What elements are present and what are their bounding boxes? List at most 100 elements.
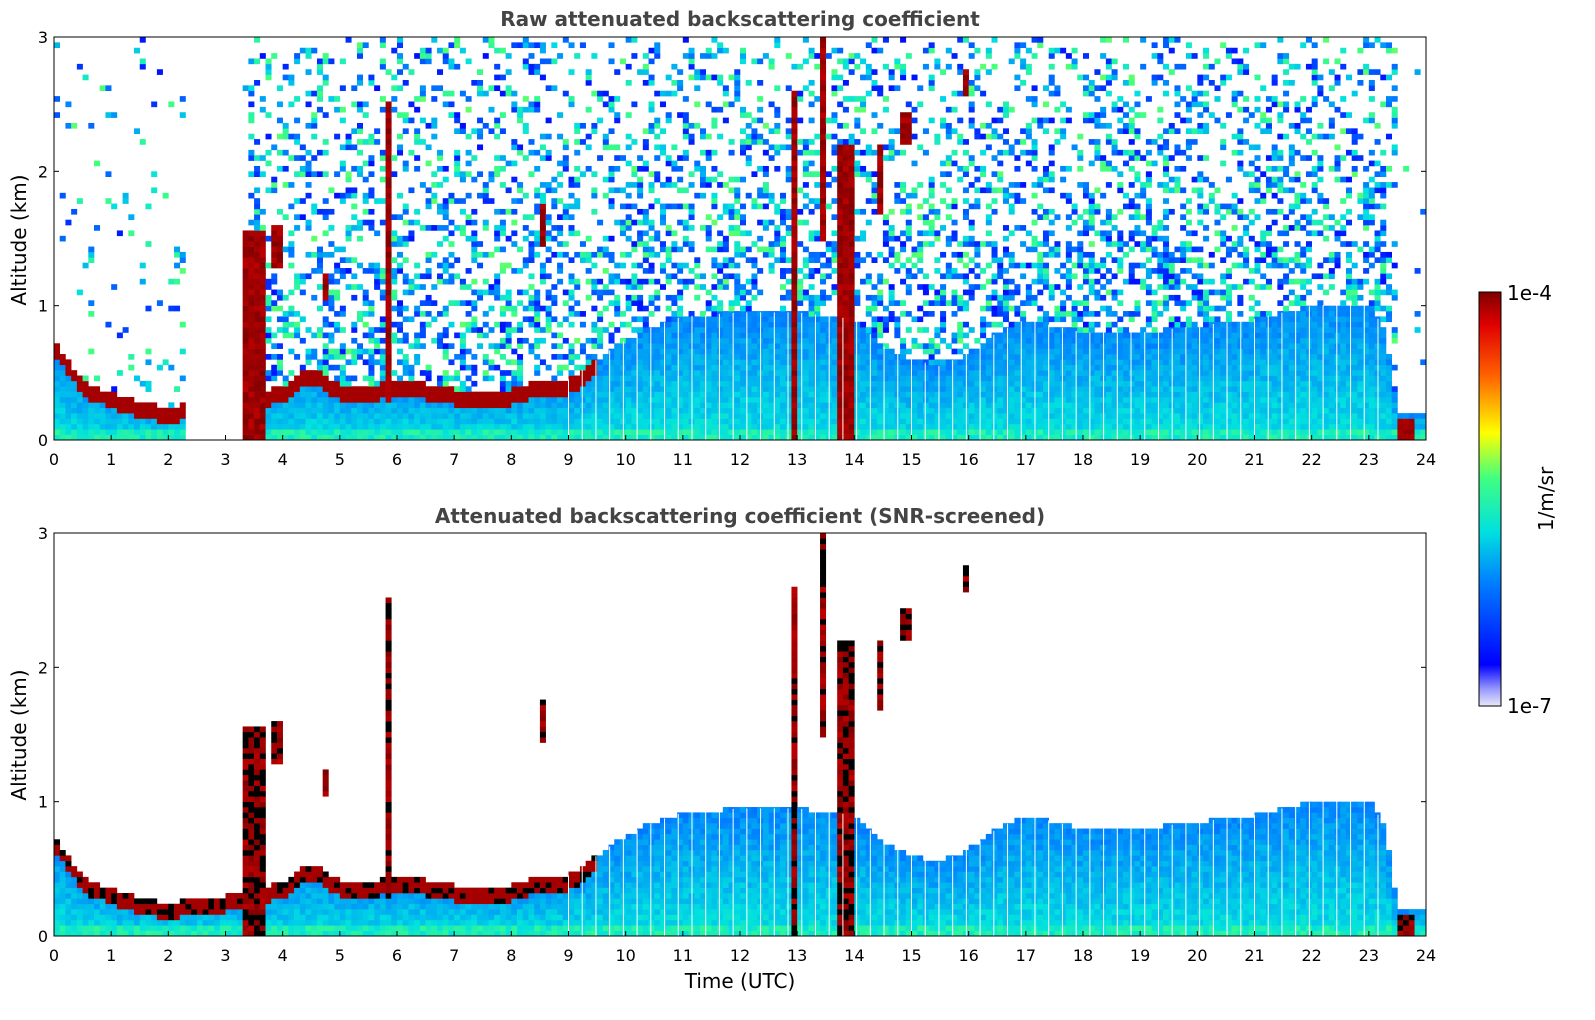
heatmap-cell — [174, 407, 181, 414]
heatmap-cell — [831, 407, 838, 414]
heatmap-cell — [871, 386, 878, 392]
heatmap-cell — [905, 364, 912, 371]
heatmap-cell — [900, 380, 907, 387]
heatmap-cell — [911, 370, 918, 376]
heatmap-cell — [654, 337, 661, 344]
heatmap-cell — [711, 257, 718, 263]
heatmap-cell — [877, 407, 884, 414]
heatmap-cell — [614, 354, 621, 360]
heatmap-cell — [425, 407, 432, 414]
heatmap-cell — [385, 155, 392, 161]
heatmap-cell — [156, 300, 163, 306]
heatmap-cell — [659, 144, 666, 151]
heatmap-cell — [911, 359, 918, 366]
heatmap-cell — [288, 407, 295, 414]
heatmap-cell — [677, 187, 684, 194]
heatmap-cell — [562, 407, 569, 414]
heatmap-cell — [385, 171, 392, 177]
heatmap-cell — [597, 219, 604, 226]
heatmap-cell — [539, 413, 546, 419]
heatmap-cell — [831, 74, 838, 81]
heatmap-cell — [368, 300, 375, 306]
heatmap-cell — [168, 429, 175, 435]
heatmap-cell — [802, 364, 809, 371]
heatmap-cell — [682, 423, 689, 430]
heatmap-cell — [722, 402, 729, 409]
heatmap-cell — [751, 257, 758, 263]
heatmap-cell — [602, 354, 609, 360]
heatmap-cell — [814, 337, 821, 344]
heatmap-cell — [734, 354, 741, 360]
heatmap-cell — [579, 364, 586, 371]
heatmap-cell — [740, 106, 747, 113]
heatmap-cell — [328, 380, 335, 387]
heatmap-cell — [397, 251, 404, 258]
heatmap-cell — [877, 402, 884, 409]
heatmap-cell — [900, 112, 907, 118]
heatmap-cell — [471, 413, 478, 419]
heatmap-cell — [877, 332, 884, 339]
heatmap-cell — [877, 47, 884, 54]
heatmap-cell — [71, 391, 78, 398]
heatmap-cell — [711, 262, 718, 269]
heatmap-cell — [831, 230, 838, 237]
heatmap-cell — [179, 423, 186, 430]
heatmap-cell — [597, 386, 604, 392]
heatmap-cell — [871, 364, 878, 371]
heatmap-cell — [288, 413, 295, 419]
heatmap-cell — [745, 316, 752, 323]
heatmap-cell — [322, 284, 329, 290]
heatmap-cell — [397, 391, 404, 398]
heatmap-cell — [316, 268, 323, 274]
heatmap-cell — [562, 429, 569, 435]
heatmap-cell — [877, 418, 884, 425]
heatmap-cell — [768, 391, 775, 398]
heatmap-cell — [717, 407, 724, 414]
heatmap-cell — [637, 380, 644, 387]
heatmap-cell — [682, 402, 689, 409]
heatmap-cell — [88, 391, 95, 398]
heatmap-cell — [734, 289, 741, 296]
heatmap-cell — [705, 348, 712, 355]
heatmap-cell — [928, 418, 935, 425]
heatmap-cell — [637, 155, 644, 161]
heatmap-cell — [928, 225, 935, 231]
heatmap-cell — [631, 370, 638, 376]
heatmap-cell — [265, 133, 272, 140]
heatmap-cell — [551, 380, 558, 387]
heatmap-cell — [934, 413, 941, 419]
heatmap-cell — [408, 278, 415, 285]
heatmap-cell — [808, 90, 815, 97]
heatmap-cell — [865, 273, 872, 280]
heatmap-cell — [654, 117, 661, 124]
heatmap-cell — [797, 343, 804, 349]
heatmap-cell — [345, 359, 352, 366]
heatmap-cell — [882, 423, 889, 430]
heatmap-cell — [802, 257, 809, 263]
heatmap-cell — [465, 192, 472, 199]
heatmap-cell — [728, 74, 735, 81]
heatmap-cell — [699, 434, 706, 441]
heatmap-cell — [808, 251, 815, 258]
heatmap-cell — [837, 294, 844, 301]
heatmap-cell — [614, 273, 621, 280]
heatmap-cell — [562, 214, 569, 220]
heatmap-cell — [820, 42, 827, 49]
heatmap-cell — [894, 235, 901, 242]
heatmap-cell — [568, 225, 575, 231]
heatmap-cell — [797, 241, 804, 247]
heatmap-cell — [139, 278, 146, 285]
heatmap-cell — [591, 90, 598, 97]
heatmap-cell — [494, 171, 501, 177]
heatmap-cell — [242, 429, 249, 435]
heatmap-cell — [608, 171, 615, 177]
heatmap-cell — [585, 257, 592, 263]
heatmap-cell — [534, 429, 541, 435]
heatmap-cell — [379, 359, 386, 366]
heatmap-cell — [882, 348, 889, 355]
heatmap-cell — [517, 423, 524, 430]
heatmap-cell — [751, 397, 758, 403]
heatmap-cell — [437, 203, 444, 210]
heatmap-cell — [637, 429, 644, 435]
heatmap-cell — [499, 418, 506, 425]
